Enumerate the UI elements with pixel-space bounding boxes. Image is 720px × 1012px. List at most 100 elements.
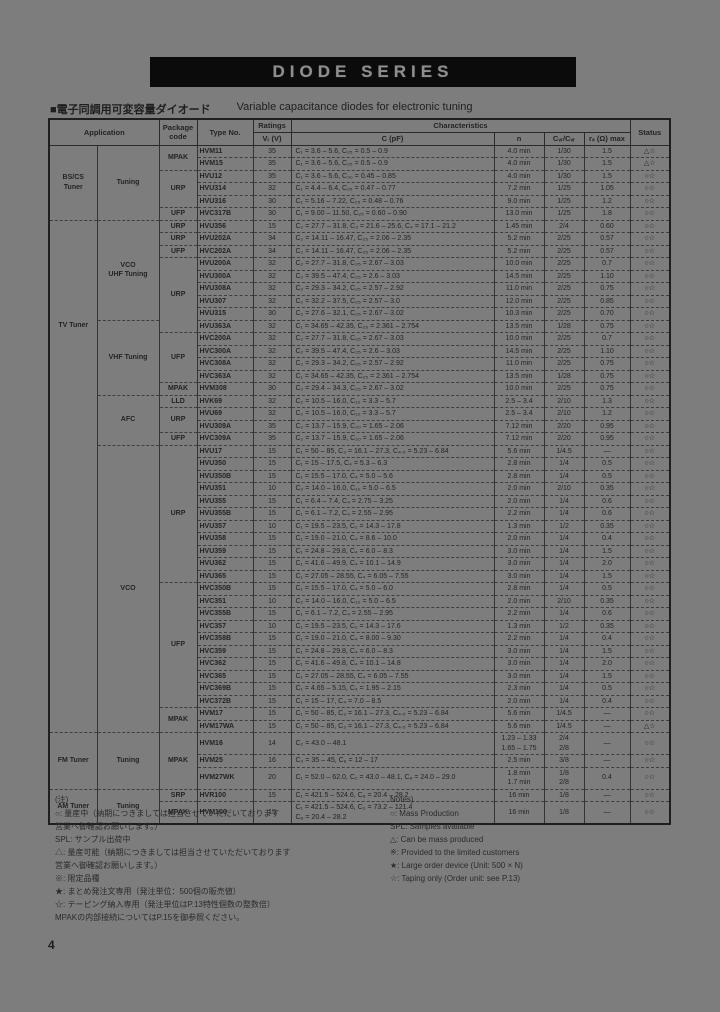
cell-pkg: MPAK	[158, 732, 198, 789]
cell-rs: —	[583, 732, 631, 755]
cell-n: 13.5 min	[493, 369, 545, 383]
cell-type: HVU350	[196, 457, 254, 470]
cell-c: C₁ = 5.16 – 7.22, C₂₅ = 0.48 – 0.76	[290, 194, 495, 208]
cell-c: C₁ = 15 – 17.5, C₄ = 5.3 – 6.3	[290, 457, 495, 470]
cell-cvr: 1/30	[543, 144, 585, 158]
table-row: UFP HVC350B 15 C₁ = 15.5 – 17.0, C₄ = 5.0 –…	[49, 582, 671, 708]
cell-type: HVU350B	[196, 469, 254, 483]
cell-status: ○☆	[629, 754, 671, 767]
cell-c: C₂ = 27.7 – 31.8, C₂₅ = 2.67 – 3.03	[290, 332, 495, 345]
table-row: HVU355B 15 C₁ = 6.1 – 7.2, C₄ = 2.55 – 2.9…	[49, 507, 671, 520]
cell-app: TV Tuner	[48, 219, 98, 733]
cell-vr: 10	[252, 619, 292, 633]
cell-n: 2.8 min	[493, 469, 545, 483]
cell-n: 14.5 min	[493, 269, 545, 283]
header-type-no: Type No.	[196, 118, 254, 146]
cell-rs: —	[583, 801, 631, 824]
table-row: HVC362 15 C₁ = 41.6 – 49.8, C₄ = 10.1 – 14…	[49, 657, 671, 670]
cell-vr: 15	[252, 557, 292, 570]
cell-cvr: 1/8 2/8	[543, 766, 585, 789]
cell-n: 1.8 min 1.7 min	[493, 766, 545, 789]
cell-status: ○☆	[629, 557, 671, 570]
table-row: HVC300A 32 C₂ = 39.5 – 47.4, C₂₅ = 2.6 – 3…	[49, 344, 671, 358]
table-row: HVM27WK 20 C₁ = 52.0 – 62.0, C₂ = 43.0 – 4…	[49, 766, 671, 789]
cell-vr: 15	[252, 219, 292, 233]
cell-n: 10.0 min	[493, 382, 545, 395]
cell-cvr: 1/4	[543, 582, 585, 595]
cell-type: HVM16	[196, 732, 254, 755]
cell-c: C₂ = 10.5 – 16.0, C₁₀ = 3.3 – 5.7	[290, 394, 495, 408]
cell-c: C₁ = 4.65 – 5.15, C₄ = 1.95 – 2.15	[290, 682, 495, 695]
table-row: HVU307 32 C₂ = 32.2 – 37.5, C₂₅ = 2.57 – 3…	[49, 294, 671, 308]
cell-type: HVC355B	[196, 607, 254, 620]
cell-type: HVM27WK	[196, 766, 254, 789]
table-row: HVU350B 15 C₁ = 15.5 – 17.0, C₄ = 5.0 – 5.…	[49, 469, 671, 483]
cell-type: HVC359	[196, 644, 254, 658]
cell-type: HVU202A	[196, 232, 254, 245]
heading-english: Variable capacitance diodes for electron…	[236, 101, 473, 113]
cell-n: 2.2 min	[493, 607, 545, 620]
table-row: HVC351 10 C₂ = 14.0 – 16.0, C₁₀ = 5.0 – 6.…	[49, 594, 671, 608]
cell-vr: 15	[252, 457, 292, 470]
cell-rs: —	[583, 444, 631, 458]
table-row: HVU308A 32 C₂ = 29.3 – 34.2, C₂₅ = 2.57 – …	[49, 282, 671, 295]
cell-type: HVC365	[196, 669, 254, 683]
cell-app: AM Tuner	[48, 788, 98, 824]
cell-c: C₁ = 19.0 – 21.0, C₄ = 8.00 – 9.30	[290, 632, 495, 645]
cell-c: C₁ = 34.65 – 42.35, C₂₅ = 2.361 – 2.754	[290, 319, 495, 333]
table-row: URP HVU12 35 C₁ = 3.6 – 5.6, C₃₀ = 0.45 – 0…	[49, 169, 671, 208]
cell-status: ○☆	[629, 619, 671, 633]
cell-rs: 0.6	[583, 507, 631, 520]
cell-c: C₂ = 13.7 – 15.9, C₂₀ = 1.65 – 2.06	[290, 419, 495, 433]
cell-n: 2.3 min	[493, 682, 545, 695]
cell-n: 3.0 min	[493, 669, 545, 683]
cell-type: HVU308A	[196, 282, 254, 295]
cell-status: ○☆	[629, 607, 671, 620]
table-row: HVM17WA 15 C₁ = 50 – 85, C₃ = 16.1 – 27.3,…	[49, 719, 671, 733]
cell-c: C₁ = 6.1 – 7.2, C₄ = 2.55 – 2.95	[290, 607, 495, 620]
cell-vr: 15	[252, 644, 292, 658]
cell-cvr: 1/4	[543, 544, 585, 558]
table-body: BS/CS Tuner Tuning MPAK HVM11 35 C₁ = 3.6 – 5…	[48, 144, 671, 824]
cell-pkg: URP	[158, 257, 198, 333]
cell-vr: 32	[252, 369, 292, 383]
header-application: Application	[48, 118, 160, 146]
cell-vr: 15	[252, 694, 292, 708]
cell-c: C₂ = 29.3 – 34.2, C₂₅ = 2.57 – 2.92	[290, 282, 495, 295]
table-row: HVU365 15 C₁ = 27.05 – 28.55, C₄ = 6.05 – …	[49, 569, 671, 583]
note-line: SPL: Samples available	[390, 822, 475, 831]
cell-status: ○☆	[629, 419, 671, 433]
cell-rs: —	[583, 788, 631, 802]
cell-sub: VCO	[96, 444, 160, 733]
cell-vr: 15	[252, 632, 292, 645]
cell-c: C₁ = 9.00 – 11.50, C₂₅ = 0.60 – 0.90	[290, 207, 495, 220]
page-banner-title: DIODE SERIES	[272, 62, 454, 81]
cell-cvr: 1/4	[543, 669, 585, 683]
cell-type: HVU363A	[196, 319, 254, 333]
cell-vr: 32	[252, 332, 292, 345]
cell-cvr: 2/25	[543, 257, 585, 270]
cell-status: ○☆	[629, 232, 671, 245]
cell-vr: 32	[252, 257, 292, 270]
cell-rs: 1.3	[583, 394, 631, 408]
cell-pkg: UFP	[158, 432, 198, 445]
cell-vr: 15	[252, 544, 292, 558]
header-vr: Vᵣ (V)	[252, 131, 292, 146]
cell-type: HVC358B	[196, 632, 254, 645]
cell-status: ○☆	[629, 507, 671, 520]
cell-rs: 0.4	[583, 632, 631, 645]
cell-type: HVC202A	[196, 244, 254, 258]
cell-type: HVC200A	[196, 332, 254, 345]
note-line: ★: まとめ発注文専用（発注単位：500個の販売値）	[55, 887, 241, 896]
cell-cvr: 1/4	[543, 682, 585, 695]
cell-cvr: 1/25	[543, 182, 585, 195]
table-row: HVU357 10 C₁ = 19.5 – 23.5, C₂ = 14.3 – 17…	[49, 519, 671, 533]
cell-n: 2.0 min	[493, 594, 545, 608]
cell-c: C₂ = 32.2 – 37.5, C₂₅ = 2.57 – 3.0	[290, 294, 495, 308]
cell-status: ○☆	[629, 519, 671, 533]
cell-cvr: 1/4	[543, 694, 585, 708]
cell-status: ○☆	[629, 457, 671, 470]
cell-n: 12.0 min	[493, 294, 545, 308]
cell-vr: 32	[252, 344, 292, 358]
cell-rs: 0.85	[583, 294, 631, 308]
